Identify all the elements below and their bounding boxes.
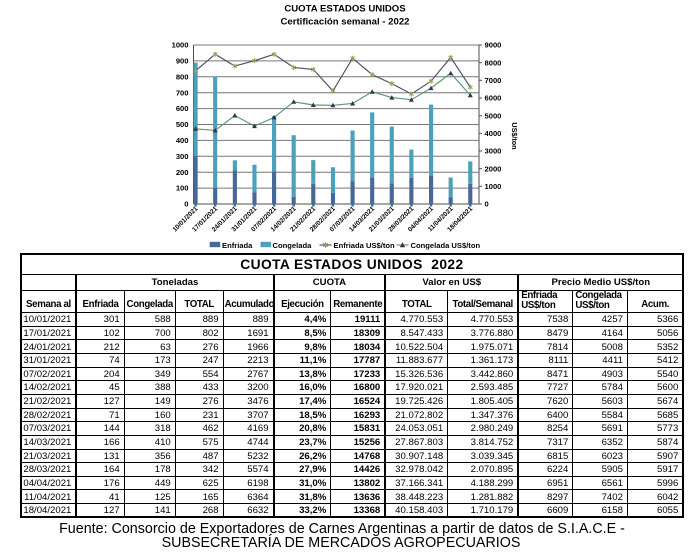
svg-text:8000: 8000 (485, 58, 502, 67)
svg-text:300: 300 (176, 152, 189, 161)
svg-text:500: 500 (176, 120, 189, 129)
svg-text:US$/ton: US$/ton (510, 122, 519, 149)
svg-text:900: 900 (176, 57, 189, 66)
svg-text:CUOTA ESTADOS UNIDOS: CUOTA ESTADOS UNIDOS (284, 4, 406, 15)
svg-text:200: 200 (176, 168, 189, 177)
svg-text:1000: 1000 (485, 182, 502, 191)
svg-text:1000: 1000 (172, 41, 189, 50)
svg-text:100: 100 (176, 184, 189, 193)
svg-text:Certificación semanal - 2022: Certificación semanal - 2022 (280, 16, 409, 27)
svg-text:Enfriada US$/ton: Enfriada US$/ton (334, 241, 396, 250)
svg-text:Congelada US$/ton: Congelada US$/ton (411, 241, 481, 250)
svg-text:600: 600 (176, 104, 189, 113)
svg-text:3000: 3000 (485, 147, 502, 156)
svg-text:Enfriada: Enfriada (222, 241, 253, 250)
svg-text:Congelada: Congelada (273, 241, 313, 250)
svg-text:0: 0 (485, 200, 489, 209)
svg-text:0: 0 (184, 200, 188, 209)
svg-text:2000: 2000 (485, 164, 502, 173)
svg-text:700: 700 (176, 88, 189, 97)
svg-text:800: 800 (176, 72, 189, 81)
svg-text:9000: 9000 (485, 41, 502, 50)
svg-text:400: 400 (176, 136, 189, 145)
svg-text:7000: 7000 (485, 76, 502, 85)
svg-text:6000: 6000 (485, 94, 502, 103)
svg-text:5000: 5000 (485, 111, 502, 120)
svg-text:4000: 4000 (485, 129, 502, 138)
